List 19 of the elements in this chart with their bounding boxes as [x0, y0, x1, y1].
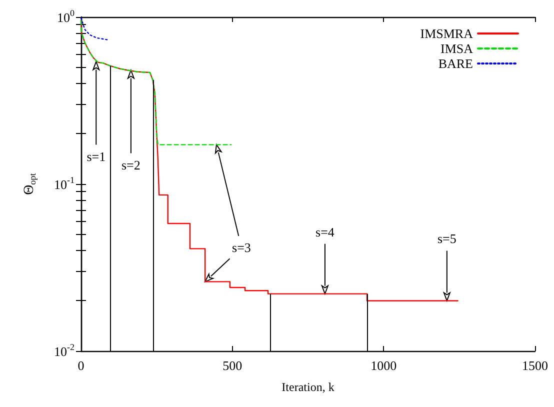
line-series — [80, 17, 109, 40]
annotation: s=2 — [121, 158, 140, 173]
x-axis-title: Iteration, k — [282, 380, 334, 394]
y-tick-label: 10$^{0}$ — [57, 8, 74, 24]
legend-label: IMSA — [440, 41, 474, 56]
line-series — [80, 20, 232, 146]
x-tick-label: 500 — [222, 358, 242, 373]
x-tick-label: 1000 — [370, 358, 397, 373]
annotation: s=5 — [437, 231, 456, 246]
y-tick-label: 10$^{-2}$ — [54, 342, 74, 358]
x-tick-label: 0 — [78, 358, 84, 373]
annotation: s=3 — [232, 240, 251, 256]
legend-label: IMSMRA — [420, 26, 474, 41]
x-tick-label: 1500 — [522, 358, 548, 373]
legend-label: BARE — [438, 56, 474, 71]
y-tick-label: 10$^{-1}$ — [54, 174, 74, 192]
y-axis-title: Θopt — [22, 172, 38, 195]
annotation: s=1 — [86, 149, 106, 164]
annotation: s=4 — [316, 224, 335, 240]
